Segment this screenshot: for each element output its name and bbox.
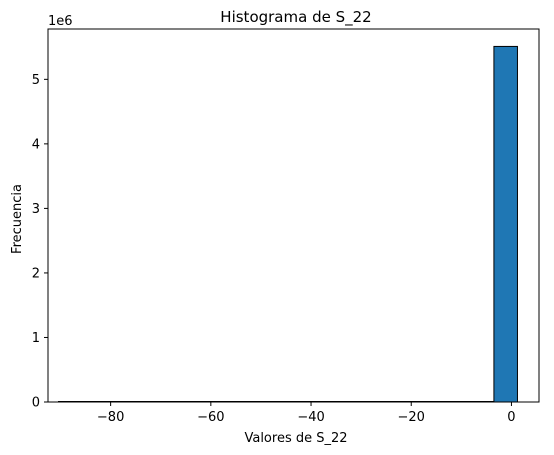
- y-axis-offset-label: 1e6: [48, 14, 73, 29]
- bars-layer: [58, 45, 518, 403]
- y-tick-label: 1: [32, 331, 40, 346]
- x-axis-label: Valores de S_22: [244, 431, 347, 446]
- y-axis-label: Frecuencia: [10, 184, 25, 254]
- y-tick-label: 0: [32, 396, 40, 411]
- y-tick-label: 2: [32, 266, 40, 281]
- y-tick-label: 4: [32, 137, 40, 152]
- histogram-bar-0: [493, 45, 518, 403]
- plot-frame: [47, 28, 540, 403]
- x-tick-label: −20: [398, 410, 425, 425]
- x-tick-label: −80: [97, 410, 124, 425]
- chart-title: Histograma de S_22: [220, 8, 371, 27]
- x-tick-label: −60: [197, 410, 224, 425]
- y-tick-label: 5: [32, 73, 40, 88]
- x-axis-ticks: −80 −60 −40 −20 0: [97, 402, 516, 425]
- x-tick-label: 0: [507, 410, 515, 425]
- y-tick-label: 3: [32, 202, 40, 217]
- y-axis-ticks: 0 1 2 3 4 5: [32, 73, 48, 411]
- x-tick-label: −40: [297, 410, 324, 425]
